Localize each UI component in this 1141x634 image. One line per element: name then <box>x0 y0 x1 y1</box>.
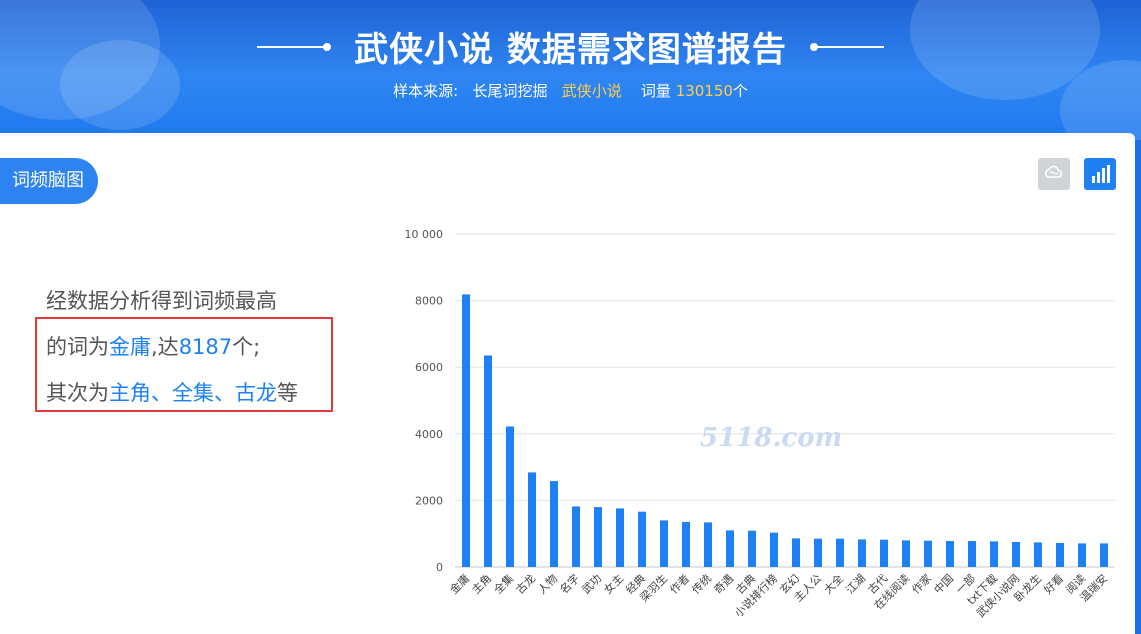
category-label: 作者 <box>667 572 692 597</box>
top-word: 金庸 <box>109 335 151 359</box>
bar[interactable] <box>506 426 514 568</box>
page-title: 武侠小说 数据需求图谱报告 <box>354 30 787 70</box>
decor-brain-left-2 <box>60 40 180 130</box>
chart-bars <box>462 294 1108 567</box>
count-unit: 个 <box>732 82 748 100</box>
bar[interactable] <box>902 540 910 567</box>
top-count: 8187 <box>178 335 233 359</box>
source-name: 长尾词挖掘 <box>472 82 548 100</box>
report-header: 武侠小说 数据需求图谱报告 样本来源: 长尾词挖掘 武侠小说 词量 130150… <box>0 0 1141 140</box>
summary-line2-suffix: 个; <box>232 335 261 359</box>
bar[interactable] <box>638 511 646 567</box>
title-deco-line-left <box>256 42 331 51</box>
bar[interactable] <box>484 355 492 568</box>
analysis-summary: 经数据分析得到词频最高 的词为金庸,达8187个; 其次为主角、全集、古龙等 <box>46 278 298 416</box>
category-label: 全集 <box>491 571 516 596</box>
category-label: 金庸 <box>447 571 472 596</box>
bar[interactable] <box>1012 542 1020 567</box>
content-panel: 词频脑图 经数据分析得到词频最高 的词为金庸,达8187个; 其次为主角、全集、… <box>0 133 1135 634</box>
next-words: 主角、全集、古龙 <box>109 381 277 405</box>
watermark: 5118.com <box>700 423 842 453</box>
bar[interactable] <box>748 530 756 567</box>
bar[interactable] <box>1034 542 1042 567</box>
bar[interactable] <box>968 541 976 567</box>
summary-line2-prefix: 的词为 <box>46 335 109 359</box>
y-tick-label: 10 000 <box>405 228 444 241</box>
y-tick-label: 2000 <box>415 494 443 507</box>
category-label: 传统 <box>689 572 714 597</box>
cloud-icon <box>1045 165 1063 178</box>
bar[interactable] <box>704 522 712 567</box>
bar[interactable] <box>880 539 888 567</box>
tab-word-frequency[interactable]: 词频脑图 <box>0 158 98 204</box>
bar[interactable] <box>990 541 998 567</box>
category-label: 中国 <box>931 572 956 597</box>
bar[interactable] <box>1056 543 1064 567</box>
sample-source-line: 样本来源: 长尾词挖掘 武侠小说 词量 130150个 <box>0 80 1141 101</box>
y-tick-label: 8000 <box>415 295 443 308</box>
chart-gridlines <box>455 233 1115 568</box>
highlight-box <box>35 317 333 412</box>
bar[interactable] <box>660 520 668 567</box>
bar[interactable] <box>682 522 690 567</box>
bar[interactable] <box>528 472 536 567</box>
keyword-label: 武侠小说 <box>561 82 622 100</box>
summary-line-2: 的词为金庸,达8187个; <box>46 324 298 370</box>
count-value: 130150 <box>675 82 733 100</box>
bar[interactable] <box>594 507 602 567</box>
bar[interactable] <box>924 540 932 567</box>
chart-category-labels: 金庸主角全集古龙人物名字武功女主经典梁羽生作者传统奇遇古典小说排行榜玄幻主人公大… <box>447 571 1110 620</box>
summary-line-1: 经数据分析得到词频最高 <box>46 289 277 313</box>
category-label: 主角 <box>469 572 494 597</box>
summary-line2-mid: ,达 <box>151 335 179 359</box>
bar[interactable] <box>616 508 624 567</box>
category-label: 小说排行榜 <box>731 571 780 620</box>
category-label: 名字 <box>557 571 582 596</box>
y-tick-label: 0 <box>436 561 443 574</box>
bar-chart-icon <box>1092 165 1110 183</box>
bar[interactable] <box>946 541 954 567</box>
word-cloud-button[interactable] <box>1038 158 1070 190</box>
summary-line3-suffix: 等 <box>277 381 298 405</box>
bar[interactable] <box>550 481 558 567</box>
bar[interactable] <box>1078 543 1086 567</box>
category-label: 武功 <box>579 572 604 597</box>
count-label: 词量 <box>640 82 671 100</box>
bar[interactable] <box>726 530 734 567</box>
category-label: 奇遇 <box>711 572 736 597</box>
bar[interactable] <box>858 539 866 567</box>
title-deco-line-right <box>810 42 885 51</box>
category-label: 作家 <box>909 571 934 596</box>
category-label: 女主 <box>601 571 626 596</box>
summary-line3-prefix: 其次为 <box>46 381 109 405</box>
chart-y-ticks: 0 2000 4000 6000 8000 10 000 <box>405 228 444 574</box>
category-label: 人物 <box>535 571 560 596</box>
bar[interactable] <box>572 506 580 567</box>
bar-chart-button[interactable] <box>1084 158 1116 190</box>
bar[interactable] <box>814 538 822 567</box>
category-label: 古龙 <box>513 572 538 597</box>
summary-line-3: 其次为主角、全集、古龙等 <box>46 370 298 416</box>
bar[interactable] <box>1100 543 1108 567</box>
bar[interactable] <box>770 532 778 567</box>
category-label: 大全 <box>821 571 846 596</box>
title-row: 武侠小说 数据需求图谱报告 <box>0 22 1141 71</box>
y-tick-label: 6000 <box>415 361 443 374</box>
source-prefix: 样本来源: <box>393 82 459 100</box>
category-label: 江湖 <box>843 572 868 597</box>
bar[interactable] <box>462 294 470 567</box>
category-label: 好看 <box>1041 571 1066 596</box>
bar[interactable] <box>836 538 844 567</box>
bar[interactable] <box>792 538 800 567</box>
y-tick-label: 4000 <box>415 428 443 441</box>
